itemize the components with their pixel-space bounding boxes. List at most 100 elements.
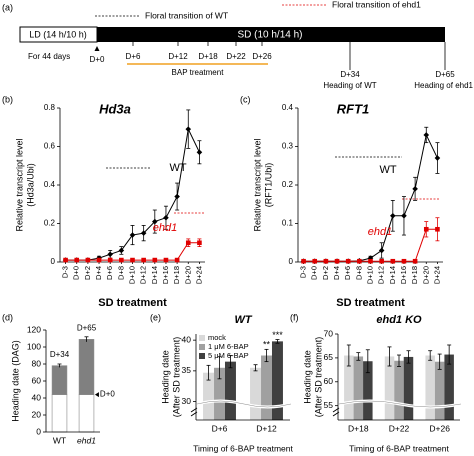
x-axis-label: Timing of 6-BAP treatment [193,443,293,453]
x-tick-label: D+8 [116,266,125,280]
x-tick-label: D+12 [256,423,277,433]
x-tick-label: D+18 [410,266,419,284]
point [119,257,124,263]
ld-note: For 44 days [28,52,70,61]
point [196,149,203,156]
bar [444,354,454,420]
point [129,232,136,238]
x-tick-label: D+18 [348,423,369,433]
ld-label: LD (14 h/10 h) [29,29,87,39]
point [401,213,407,219]
x-tick-label: D+14 [150,266,159,284]
point [378,247,385,254]
y-tick-label: 0.4 [44,180,56,189]
point [357,258,362,264]
y-axis-label: (RFT1/Ubi) [263,163,273,208]
bap-day: D+6 [126,52,141,61]
bar [353,356,364,420]
bar [363,361,373,420]
point [63,257,68,263]
legend-swatch [199,353,205,359]
x-tick-label: D+6 [343,266,352,280]
point [412,258,418,264]
point [345,258,351,264]
event-day: D+65 [435,70,455,79]
y-tick-label: 20 [32,409,42,419]
annotation-arrow [94,392,99,398]
x-axis-label: Timing of 6-BAP treatment [349,443,449,453]
panel-label: (c) [240,94,251,104]
y-tick-label: 60 [324,376,334,386]
point [107,251,113,258]
y-tick-label: 60 [32,375,42,385]
x-tick-label: D+4 [94,266,103,280]
y-tick-label: 0.2 [282,180,294,189]
x-tick-label: D+10 [127,266,136,284]
x-tick-label: D+12 [377,266,386,284]
bap-day: D+26 [252,52,272,61]
point [390,213,396,219]
x-tick-label: D+0 [72,266,81,280]
point [423,132,430,138]
y-tick-label: 0.8 [44,103,56,112]
x-tick-label: D+22 [389,423,410,433]
bar [261,355,272,420]
bar [434,361,445,420]
axis-break [190,407,198,417]
significance: ** [263,340,271,350]
series-label: ehd1 [153,222,177,234]
x-tick-label: D+6 [105,266,114,280]
y-tick-label: 0 [289,257,294,266]
bap-day: D+18 [198,52,218,61]
bap-day: D+22 [226,52,246,61]
x-tick-label: D+24 [194,266,203,284]
point [74,257,80,263]
point [185,126,192,132]
point [323,258,329,264]
bar [214,367,225,420]
y-tick-label: 70 [324,328,334,338]
chart-title: WT [234,314,252,326]
value-label: D+34 [50,350,70,359]
x-tick-label: D+2 [83,266,92,280]
y-tick-label: 30 [182,396,192,406]
axis-break [332,407,340,417]
x-axis-label: SD treatment [98,297,167,309]
bar-segment [51,394,68,433]
sd-period [97,27,445,42]
y-tick-label: 55 [324,400,334,410]
x-tick-label: ehd1 [77,435,96,445]
point [197,240,202,246]
bar [403,356,414,420]
point [412,186,418,192]
x-tick-label: D+26 [429,423,450,433]
x-tick-label: D+20 [183,266,192,284]
point [423,226,429,232]
start-label: D+0 [90,55,105,64]
series-line [65,242,200,261]
series-line [303,133,438,262]
axis-break [338,400,462,408]
y-axis-label: (After SD treatment) [313,337,323,418]
legend-label: Floral transition of ehd1 [332,0,421,9]
y-tick-label: 0.1 [282,219,294,228]
y-tick-label: 120 [27,324,41,334]
x-tick-label: D-3 [61,266,70,278]
x-tick-label: D+24 [432,266,441,284]
y-tick-label: 0.3 [282,142,294,151]
y-tick-label: 80 [32,358,42,368]
x-axis-label: SD treatment [336,297,405,309]
bar-segment [78,394,95,433]
bar-segment [51,365,68,395]
point [163,214,169,221]
point [96,257,102,263]
y-tick-label: 35 [182,365,192,375]
bar [250,367,262,420]
point [152,257,158,263]
point [401,258,407,264]
legend-label: 1 μM 6-BAP [208,342,249,351]
y-axis-label: Heading date [160,350,170,404]
bar [344,355,354,420]
x-tick-label: D+6 [212,423,228,433]
